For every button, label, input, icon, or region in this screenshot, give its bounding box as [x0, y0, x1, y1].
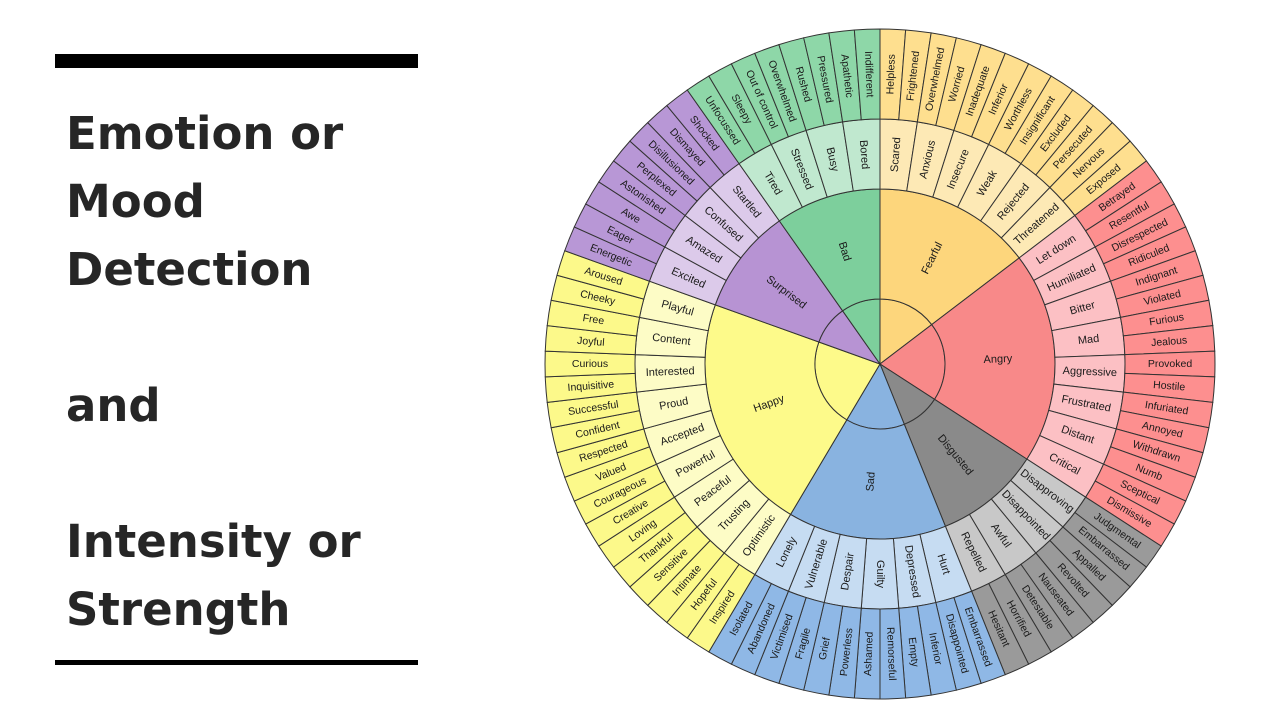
title-line-2: Mood [66, 175, 205, 228]
tertiary-emotion-label: Grief [817, 636, 833, 661]
tertiary-emotion-label: Helpless [884, 54, 898, 95]
secondary-emotion-label: Scared [889, 137, 904, 173]
tertiary-emotion-label: Inquisitive [567, 378, 615, 394]
slide-title: Emotion or Mood Detection and Intensity … [66, 100, 426, 644]
title-spacer [66, 440, 426, 508]
tertiary-emotion-label: Frightened [904, 50, 922, 101]
tertiary-emotion-label: Free [582, 312, 605, 327]
secondary-emotion-label: Mad [1077, 333, 1100, 347]
core-emotion-label: Sad [864, 471, 877, 491]
secondary-emotion-label: Bored [857, 140, 871, 170]
tertiary-emotion-label: Provoked [1148, 358, 1193, 370]
tertiary-emotion-label: Furious [1148, 311, 1184, 328]
secondary-emotion-label: Busy [824, 146, 841, 173]
secondary-emotion-label: Guilty [874, 560, 886, 589]
tertiary-emotion-label: Hostile [1153, 379, 1186, 393]
tertiary-emotion-label: Apathetic [838, 53, 855, 98]
tertiary-emotion-label: Empty [906, 637, 921, 669]
title-line-7: Intensity or [66, 515, 361, 568]
tertiary-emotion-label: Ashamed [862, 631, 876, 676]
secondary-emotion-label: Proud [658, 395, 689, 412]
tertiary-emotion-label: Powerless [838, 627, 855, 676]
title-line-5: and [66, 379, 161, 432]
core-emotion-label: Angry [983, 353, 1013, 366]
tertiary-emotion-label: Curious [572, 358, 608, 370]
core-emotion-label: Bad [836, 240, 853, 262]
title-line-3: Detection [66, 243, 313, 296]
tertiary-emotion-label: Remorseful [884, 627, 898, 681]
tertiary-emotion-segment [853, 28, 881, 121]
bottom-rule [55, 660, 418, 665]
title-line-1: Emotion or [66, 107, 344, 160]
secondary-emotion-label: Hurt [935, 552, 953, 575]
title-line-8: Strength [66, 583, 291, 636]
secondary-emotion-label: Content [652, 332, 692, 348]
tertiary-emotion-label: Joyful [577, 335, 605, 349]
secondary-emotion-label: Despair [839, 552, 857, 592]
secondary-emotion-label: Aggressive [1062, 365, 1117, 379]
tertiary-emotion-label: Jealous [1151, 334, 1188, 349]
title-spacer [66, 304, 426, 372]
secondary-emotion-label: Interested [645, 365, 694, 379]
top-rule [55, 54, 418, 68]
tertiary-emotion-label: Indifferent [862, 51, 876, 98]
